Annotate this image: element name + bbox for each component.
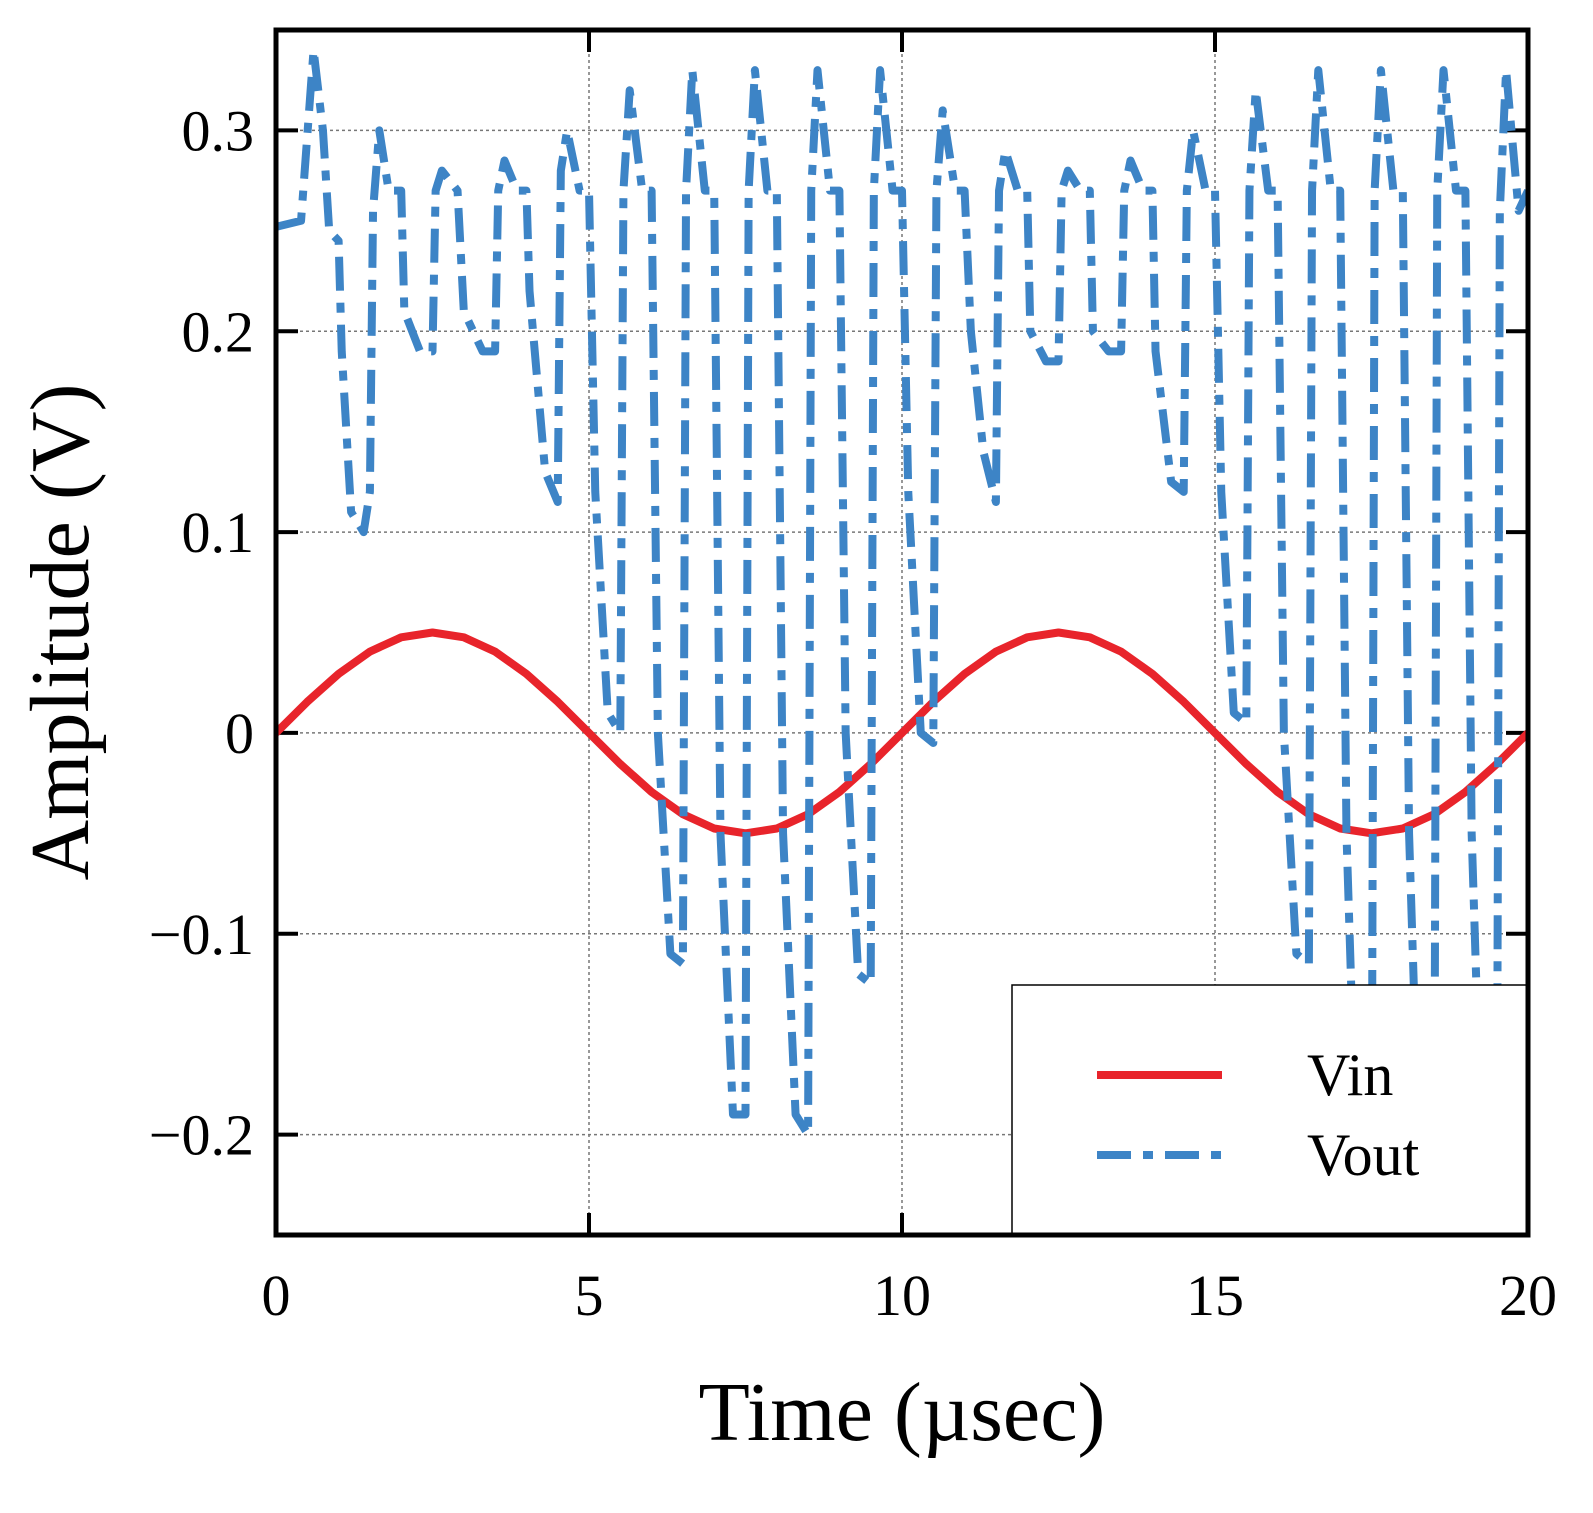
- y-tick-label: 0: [225, 701, 254, 766]
- x-tick-label: 15: [1186, 1263, 1244, 1328]
- series-line: [276, 46, 1528, 1235]
- legend-label: Vin: [1307, 1042, 1393, 1108]
- series-line: [276, 628, 1528, 838]
- x-tick-label: 5: [575, 1263, 604, 1328]
- y-tick-label: −0.1: [149, 902, 254, 967]
- x-tick-label: 20: [1499, 1263, 1557, 1328]
- x-tick-label: 0: [262, 1263, 291, 1328]
- y-tick-label: −0.2: [149, 1103, 254, 1168]
- y-tick-label: 0.2: [182, 299, 255, 364]
- y-axis-label: Amplitude (V): [14, 384, 107, 881]
- plot-lines: [276, 46, 1528, 1235]
- x-axis-label: Time (µsec): [699, 1366, 1106, 1459]
- plot-frame: [273, 27, 1531, 1238]
- y-tick-label: 0.1: [182, 500, 255, 565]
- x-tick-label: 10: [873, 1263, 931, 1328]
- legend-box: [1011, 984, 1529, 1236]
- y-tick-label: 0.3: [182, 98, 255, 163]
- legend-label: Vout: [1307, 1122, 1420, 1188]
